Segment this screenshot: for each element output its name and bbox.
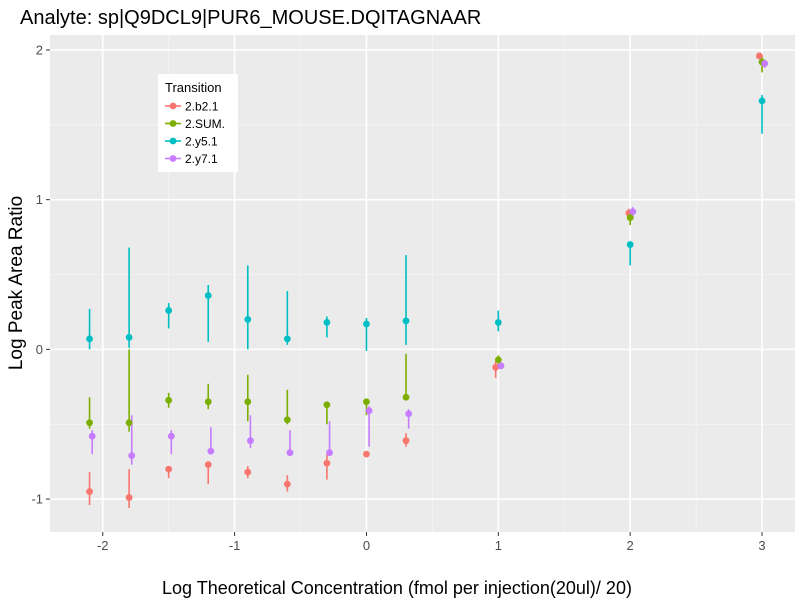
y-axis: -1 0 1 2 — [31, 42, 50, 507]
data-point — [626, 214, 634, 222]
data-point — [204, 398, 212, 406]
chart-title: Analyte: sp|Q9DCL9|PUR6_MOUSE.DQITAGNAAR — [20, 7, 481, 29]
legend-key-dot — [169, 137, 177, 145]
data-point — [247, 437, 254, 445]
legend-label: 2.SUM. — [185, 117, 225, 131]
legend-key-dot — [169, 155, 177, 162]
data-point — [755, 52, 763, 60]
legend-title: Transition — [165, 80, 222, 95]
data-point — [244, 316, 252, 323]
legend: Transition 2.b2.1 2.SUM. 2.y5.1 2.y7.1 — [158, 74, 238, 172]
legend-items: 2.b2.1 2.SUM. 2.y5.1 2.y7.1 — [165, 100, 225, 166]
data-point — [167, 432, 175, 440]
data-point — [629, 208, 637, 216]
data-point — [283, 416, 291, 424]
data-point — [402, 437, 410, 445]
legend-label: 2.y5.1 — [185, 135, 218, 149]
data-point — [86, 335, 93, 343]
data-point — [494, 356, 502, 364]
data-points — [86, 52, 769, 501]
y-tick-label: 2 — [36, 42, 43, 57]
data-point — [323, 459, 331, 467]
data-point — [323, 401, 331, 409]
data-point — [204, 292, 212, 299]
legend-label: 2.y7.1 — [185, 152, 218, 166]
data-point — [125, 333, 133, 341]
data-point — [283, 480, 291, 488]
data-point — [326, 449, 333, 457]
data-point — [286, 449, 294, 457]
y-tick-label: -1 — [31, 492, 43, 507]
data-point — [497, 362, 505, 370]
data-point — [363, 320, 370, 328]
data-point — [207, 447, 215, 455]
legend-label: 2.b2.1 — [185, 100, 219, 114]
y-tick-label: 1 — [36, 192, 43, 207]
x-tick-label: -1 — [229, 538, 241, 553]
data-point — [283, 335, 291, 343]
data-point — [626, 241, 634, 248]
x-axis: -2 -1 0 1 2 3 — [97, 532, 766, 553]
y-axis-label: Log Peak Area Ratio — [6, 196, 27, 370]
data-point — [125, 419, 133, 427]
x-tick-label: -2 — [97, 538, 109, 553]
grid-major — [50, 35, 795, 532]
data-point — [86, 488, 93, 495]
data-point — [323, 319, 331, 326]
data-point — [363, 450, 370, 458]
legend-key-dot — [169, 120, 177, 127]
data-point — [125, 494, 133, 501]
y-tick-label: 0 — [36, 342, 43, 357]
data-point — [402, 393, 410, 401]
legend-key-dot — [169, 102, 177, 110]
data-point — [758, 97, 766, 105]
data-point — [165, 465, 173, 473]
data-point — [88, 432, 96, 440]
data-point — [204, 461, 212, 469]
data-point — [492, 363, 500, 371]
data-point — [86, 419, 93, 427]
data-point — [405, 410, 413, 418]
x-tick-label: 0 — [363, 538, 370, 553]
data-point — [363, 398, 370, 406]
x-axis-label: Log Theoretical Concentration (fmol per … — [162, 578, 632, 598]
data-point — [761, 60, 769, 67]
data-point — [402, 317, 410, 325]
x-tick-label: 2 — [627, 538, 634, 553]
data-point — [165, 307, 173, 314]
data-point — [165, 396, 173, 404]
data-point — [128, 452, 136, 460]
data-point — [494, 319, 502, 326]
data-point — [244, 398, 252, 406]
x-tick-label: 3 — [758, 538, 765, 553]
data-point — [244, 468, 252, 476]
x-tick-label: 1 — [495, 538, 502, 553]
data-point — [365, 407, 373, 415]
